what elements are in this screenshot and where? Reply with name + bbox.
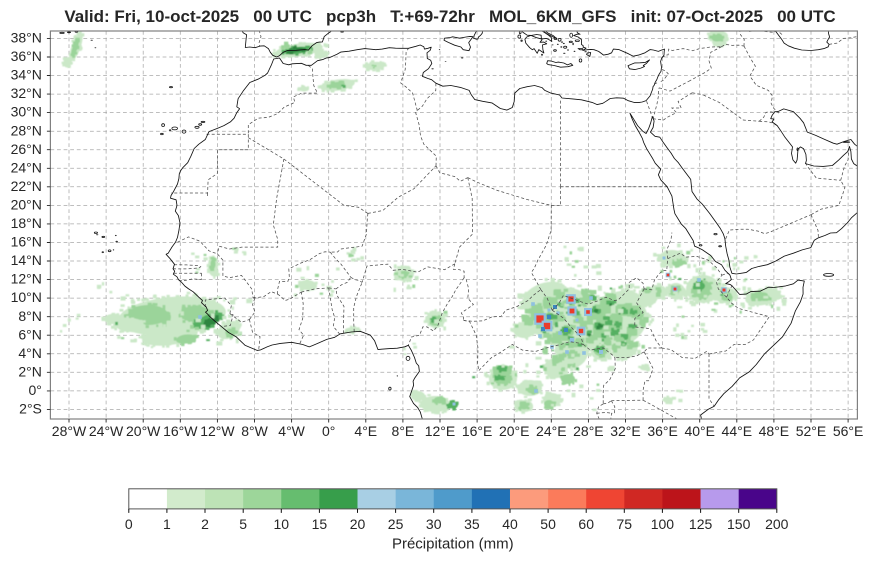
- svg-text:28°E: 28°E: [573, 423, 604, 439]
- svg-text:30°N: 30°N: [11, 104, 42, 120]
- svg-text:2: 2: [201, 516, 209, 532]
- svg-text:20°N: 20°N: [11, 197, 42, 213]
- svg-text:10°N: 10°N: [11, 289, 42, 305]
- svg-text:8°N: 8°N: [18, 308, 42, 324]
- svg-text:24°E: 24°E: [536, 423, 567, 439]
- svg-text:4°N: 4°N: [18, 345, 42, 361]
- svg-text:36°N: 36°N: [11, 48, 42, 64]
- svg-text:16°W: 16°W: [163, 423, 198, 439]
- svg-text:20°E: 20°E: [499, 423, 530, 439]
- svg-text:56°E: 56°E: [833, 423, 864, 439]
- svg-text:1: 1: [163, 516, 171, 532]
- svg-text:60: 60: [578, 516, 594, 532]
- svg-text:8°W: 8°W: [241, 423, 268, 439]
- svg-text:20: 20: [350, 516, 366, 532]
- svg-text:32°E: 32°E: [610, 423, 641, 439]
- svg-text:12°W: 12°W: [200, 423, 235, 439]
- svg-text:16°E: 16°E: [462, 423, 493, 439]
- svg-text:0: 0: [125, 516, 133, 532]
- svg-text:100: 100: [651, 516, 675, 532]
- svg-text:0°: 0°: [29, 382, 42, 398]
- svg-text:25: 25: [388, 516, 404, 532]
- svg-text:52°E: 52°E: [796, 423, 827, 439]
- svg-text:30: 30: [426, 516, 442, 532]
- svg-text:24°N: 24°N: [11, 159, 42, 175]
- svg-text:15: 15: [312, 516, 328, 532]
- svg-text:5: 5: [239, 516, 247, 532]
- svg-text:40°E: 40°E: [684, 423, 715, 439]
- svg-text:6°N: 6°N: [18, 326, 42, 342]
- svg-text:26°N: 26°N: [11, 141, 42, 157]
- svg-text:4°E: 4°E: [354, 423, 377, 439]
- svg-text:14°N: 14°N: [11, 252, 42, 268]
- svg-text:18°N: 18°N: [11, 215, 42, 231]
- svg-text:24°W: 24°W: [89, 423, 124, 439]
- svg-text:12°E: 12°E: [425, 423, 456, 439]
- svg-text:125: 125: [689, 516, 713, 532]
- svg-text:36°E: 36°E: [647, 423, 678, 439]
- svg-text:150: 150: [727, 516, 751, 532]
- svg-text:Précipitation (mm): Précipitation (mm): [392, 536, 514, 553]
- svg-text:50: 50: [540, 516, 556, 532]
- svg-text:75: 75: [617, 516, 633, 532]
- svg-text:16°N: 16°N: [11, 234, 42, 250]
- svg-text:4°W: 4°W: [278, 423, 305, 439]
- svg-text:8°E: 8°E: [392, 423, 415, 439]
- svg-text:28°N: 28°N: [11, 122, 42, 138]
- svg-text:44°E: 44°E: [722, 423, 753, 439]
- svg-text:200: 200: [765, 516, 789, 532]
- svg-text:12°N: 12°N: [11, 271, 42, 287]
- svg-text:0°: 0°: [322, 423, 335, 439]
- svg-text:34°N: 34°N: [11, 67, 42, 83]
- svg-text:20°W: 20°W: [126, 423, 161, 439]
- svg-text:48°E: 48°E: [759, 423, 790, 439]
- svg-text:35: 35: [464, 516, 480, 532]
- svg-text:Valid: Fri, 10-oct-2025 00 U: Valid: Fri, 10-oct-2025 00 UTC pcp3h T:+…: [64, 7, 835, 26]
- svg-text:10: 10: [274, 516, 290, 532]
- svg-text:2°S: 2°S: [19, 401, 42, 417]
- svg-text:22°N: 22°N: [11, 178, 42, 194]
- svg-text:2°N: 2°N: [18, 363, 42, 379]
- svg-text:32°N: 32°N: [11, 85, 42, 101]
- svg-text:38°N: 38°N: [11, 30, 42, 46]
- svg-text:28°W: 28°W: [52, 423, 87, 439]
- svg-text:40: 40: [502, 516, 518, 532]
